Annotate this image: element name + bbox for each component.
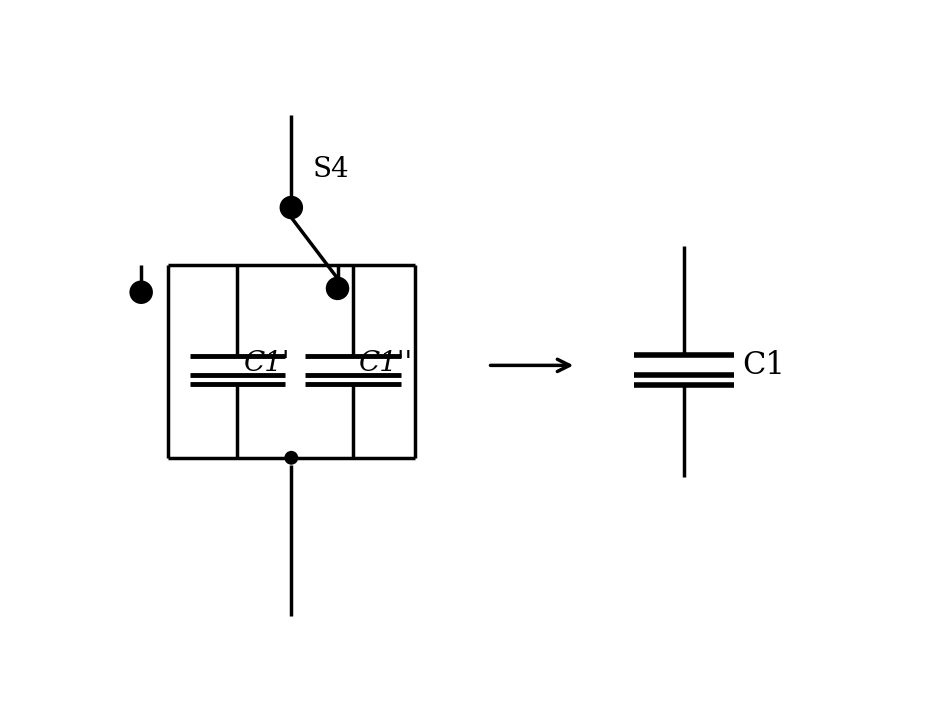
Text: C1': C1' (244, 350, 290, 378)
Circle shape (328, 279, 347, 298)
Text: C1'': C1'' (359, 350, 413, 378)
Circle shape (284, 451, 298, 465)
Circle shape (282, 198, 301, 217)
Circle shape (131, 282, 151, 303)
Text: C1: C1 (742, 350, 784, 381)
Text: S4: S4 (313, 156, 349, 183)
